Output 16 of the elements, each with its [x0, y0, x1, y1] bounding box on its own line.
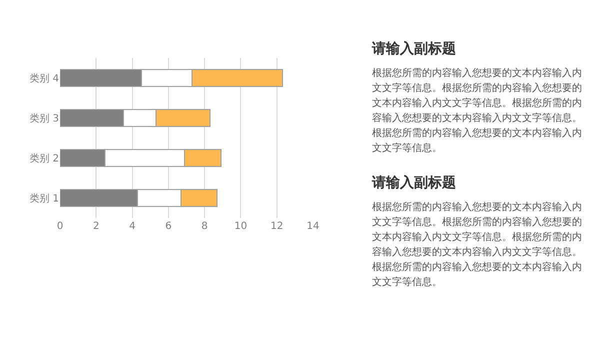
x-tick-label: 0: [56, 221, 64, 232]
text: 根据您所需的内容输入您想要的文本内容输入内文文字等信息。根据您所需的内容输入您想要的文本内容输入内文文字等信息。根据您所需的内容输入您想要的文本内容输入内文文字等信息。根据您所需的内容输入您想要的文本内容输入内文文字等信息。: [372, 66, 583, 156]
x-tick-label: 10: [234, 221, 248, 232]
x-tick-label: 8: [201, 221, 208, 232]
y-tick-label: 类别 1: [29, 192, 59, 204]
y-tick-label: 类别 4: [29, 72, 59, 84]
x-tick-label: 6: [165, 221, 172, 232]
x-tick-label: 12: [270, 221, 284, 232]
x-tick-label: 4: [129, 221, 136, 232]
y-tick-label: 类别 3: [29, 112, 59, 124]
y-tick-label: 类别 2: [29, 152, 59, 164]
text: 根据您所需的内容输入您想要的文本内容输入内文文字等信息。根据您所需的内容输入您想要的文本内容输入内文文字等信息。根据您所需的内容输入您想要的文本内容输入内文文字等信息。根据您所需的内容输入您想要的文本内容输入内文文字等信息。: [372, 200, 583, 290]
x-tick-label: 2: [92, 221, 100, 232]
text: 请输入副标题: [372, 174, 457, 192]
x-tick-label: 14: [306, 221, 320, 232]
text: 请输入副标题: [372, 40, 457, 58]
